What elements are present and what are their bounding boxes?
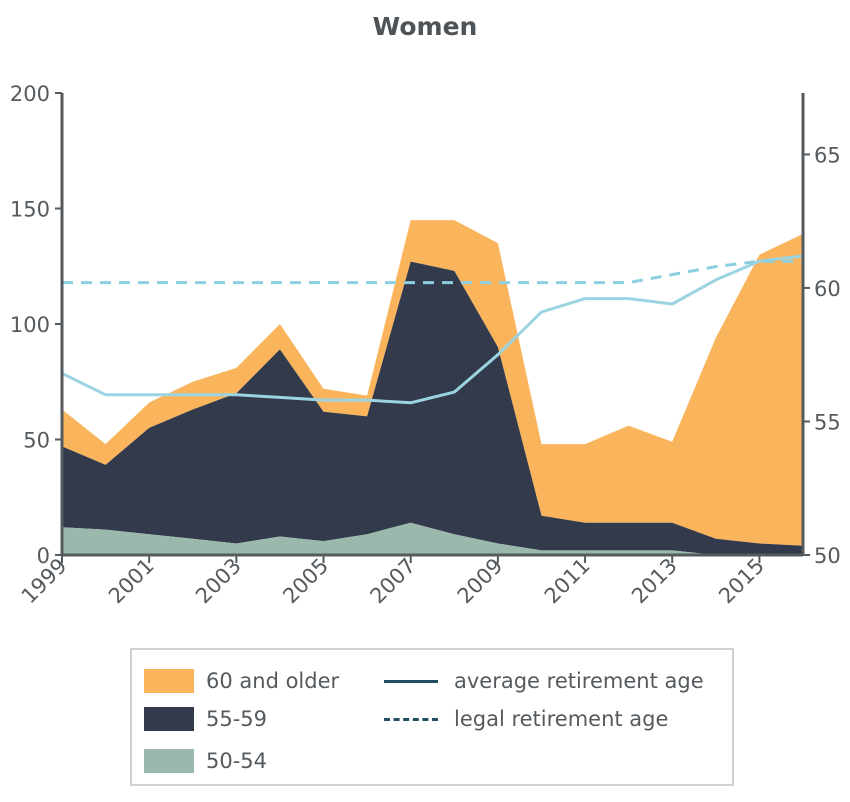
- chart-title: Women: [372, 12, 478, 41]
- legend-item-50-54: 50-54: [144, 744, 267, 778]
- y2-tick-label: 55: [814, 410, 841, 434]
- legend-label-legal-retirement-age: legal retirement age: [454, 707, 669, 731]
- x-tick-label: 2009: [453, 554, 508, 609]
- y2-tick-label: 65: [814, 143, 841, 167]
- area-layer: [62, 220, 803, 555]
- y-tick-label: 50: [23, 429, 50, 453]
- average-retirement-age-line: [61, 254, 804, 405]
- x-tick-label: 2013: [627, 554, 682, 609]
- x-tick-label: 2005: [278, 554, 333, 609]
- legend-label-55-59: 55-59: [206, 707, 268, 731]
- y-tick-label: 100: [10, 313, 50, 337]
- y-tick-label: 200: [10, 82, 50, 106]
- x-tick-label: 2003: [191, 554, 246, 609]
- area-55-59: [62, 261, 803, 555]
- legend-item-60-and-older: 60 and older: [144, 664, 339, 698]
- legend-swatch-55-59: [144, 707, 194, 731]
- y2-tick-label: 60: [814, 277, 841, 301]
- legend-label-50-54: 50-54: [206, 749, 268, 773]
- legend-label-60-and-older: 60 and older: [206, 669, 340, 693]
- legend-label-average-retirement-age: average retirement age: [454, 669, 704, 693]
- legend-line-average: [384, 679, 438, 683]
- y-tick-label: 0: [37, 544, 50, 568]
- x-tick-label: 2011: [540, 554, 595, 609]
- y-tick-label: 150: [10, 198, 50, 222]
- legend-item-55-59: 55-59: [144, 702, 267, 736]
- legend-item-legal-retirement-age: legal retirement age: [384, 702, 668, 736]
- x-tick-label: 2007: [365, 554, 420, 609]
- line-layer: [61, 254, 804, 405]
- legend-swatch-50-54: [144, 749, 194, 773]
- x-tick-label: 2001: [104, 554, 159, 609]
- x-tick-label: 2015: [714, 554, 769, 609]
- area-50-54: [62, 522, 803, 555]
- legend-line-legal: [384, 717, 438, 721]
- legend-swatch-60-and-older: [144, 669, 194, 693]
- legal-retirement-age-line: [62, 259, 803, 285]
- legend-item-average-retirement-age: average retirement age: [384, 664, 704, 698]
- area-60-and-older: [62, 220, 803, 546]
- legend: 60 and older 55-59 50-54 average retirem…: [130, 648, 734, 786]
- y2-tick-label: 50: [814, 544, 841, 568]
